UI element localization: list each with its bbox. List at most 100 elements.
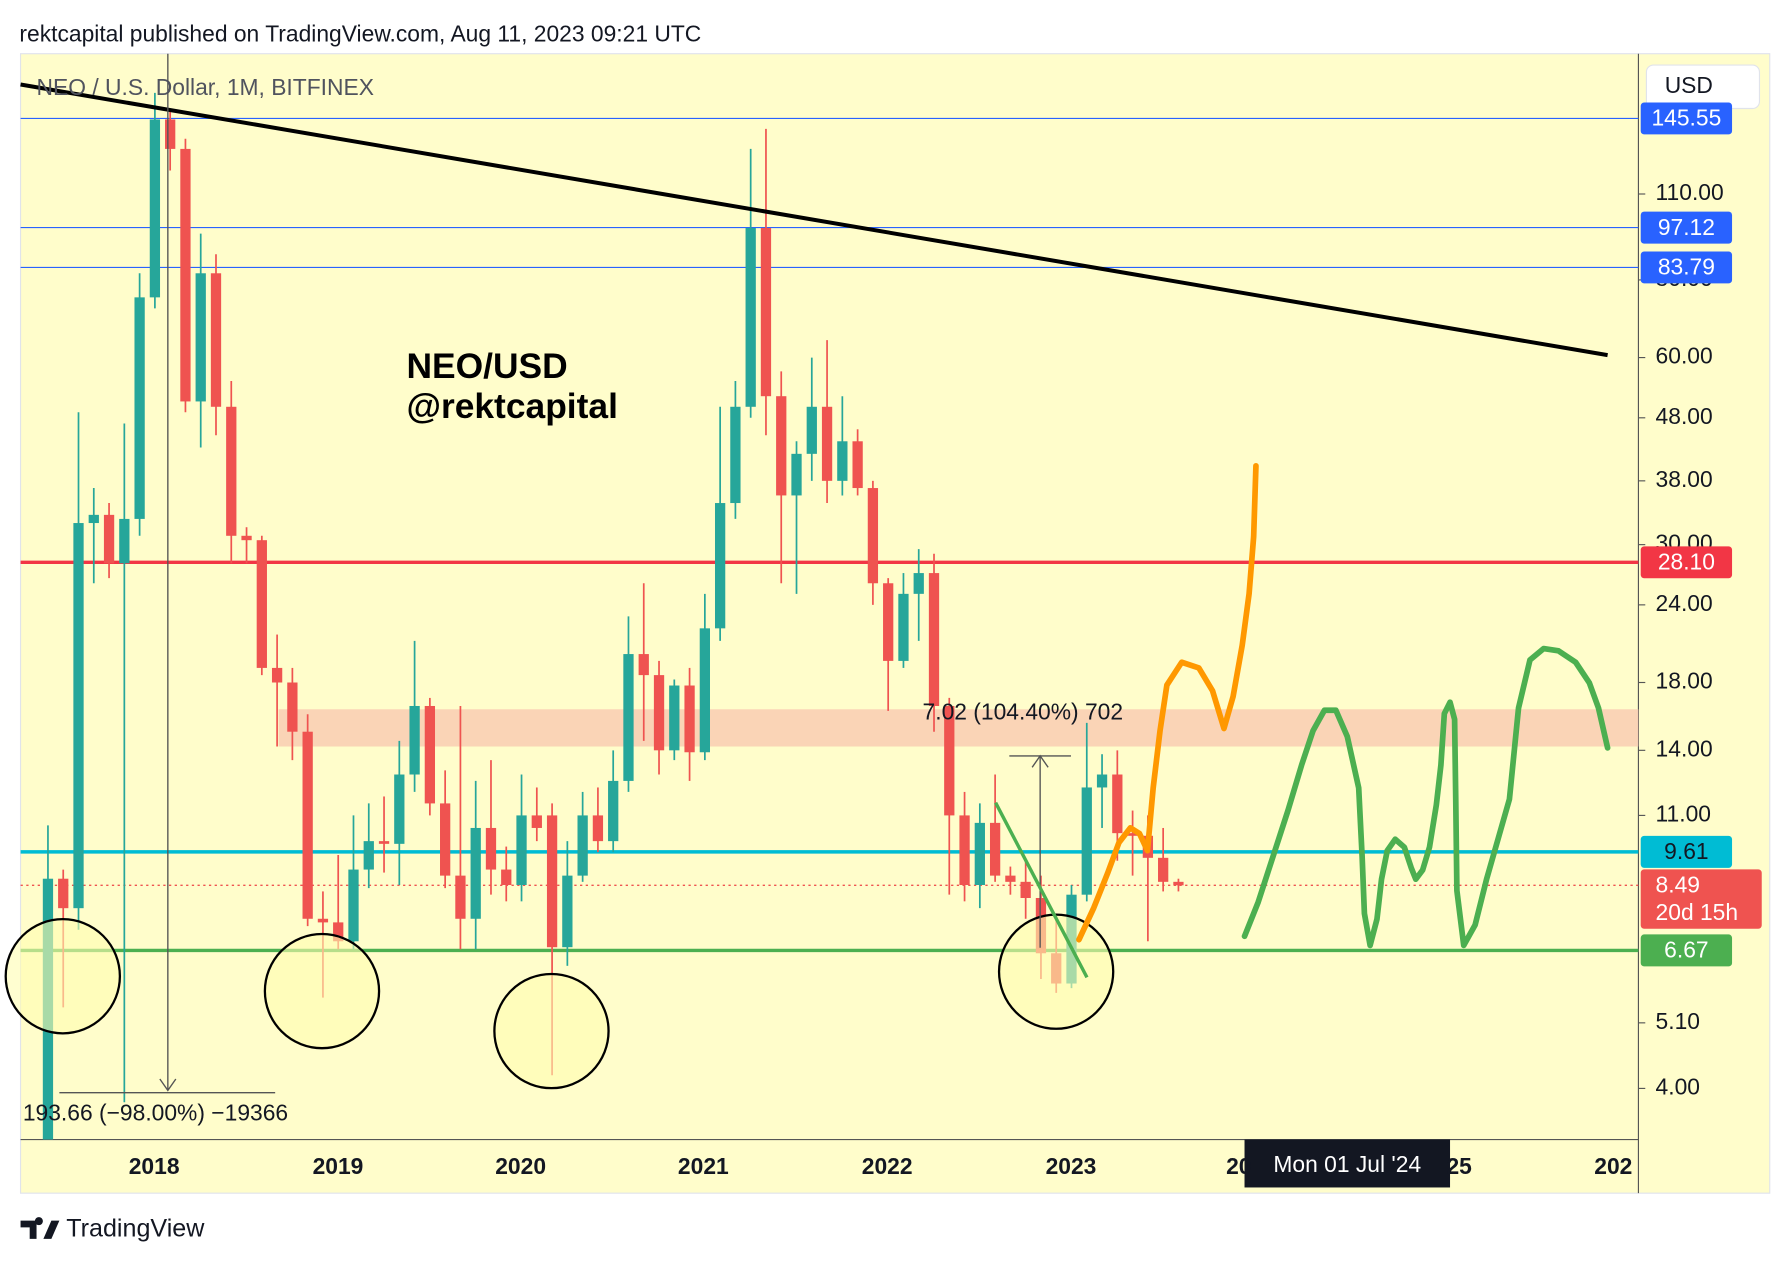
y-tick-label: 48.00 — [1656, 403, 1713, 429]
candle-body — [501, 869, 512, 885]
candle-body — [592, 815, 604, 842]
candle-body — [210, 273, 222, 407]
candle-body — [776, 396, 787, 496]
candle-body — [928, 573, 940, 706]
candle-body — [1081, 787, 1092, 895]
logo-text: TradingView — [66, 1214, 205, 1242]
header: rektcapital published on TradingView.com… — [19, 20, 701, 46]
candle-body — [1158, 857, 1169, 882]
candle-body — [149, 119, 161, 298]
candle-body — [134, 297, 145, 519]
candle-body — [363, 841, 374, 870]
y-tick-label: 110.00 — [1656, 179, 1724, 205]
candle-body — [806, 406, 817, 454]
price-label-text: 6.67 — [1664, 937, 1708, 963]
candle-body — [669, 685, 680, 751]
y-tick-label: 14.00 — [1656, 735, 1713, 761]
symbol-title: NEO / U.S. Dollar, 1M, BITFINEX — [37, 74, 374, 100]
candle-body — [653, 675, 665, 751]
x-tick-label: 2021 — [678, 1153, 729, 1179]
logo: TradingView — [20, 1214, 205, 1242]
candle-body — [944, 705, 955, 816]
candle-body — [394, 774, 405, 844]
candle-body — [699, 628, 710, 753]
candle-body — [608, 780, 619, 842]
measurement-label: 193.66 (−98.00%) −19366 — [23, 1099, 288, 1125]
x-tick-label: 2023 — [1046, 1153, 1097, 1179]
crosshair-box — [1244, 1139, 1451, 1188]
x-tick-label: 202 — [1594, 1153, 1632, 1179]
price-label-box — [1640, 211, 1733, 244]
price-label: 97.12 — [1640, 211, 1733, 244]
projection-orange — [1076, 463, 1259, 943]
candle-body — [1096, 774, 1108, 788]
price-label-text: 83.79 — [1658, 254, 1715, 280]
candle-body — [1127, 833, 1138, 836]
candle-body — [989, 822, 1001, 876]
candle-body — [424, 705, 436, 804]
candle-body — [302, 731, 313, 919]
candle-body — [516, 815, 527, 885]
price-label-text: 28.10 — [1658, 548, 1715, 574]
y-tick-label: 5.10 — [1656, 1008, 1700, 1034]
y-tick-label: 24.00 — [1656, 590, 1713, 616]
candle-body — [1112, 774, 1123, 834]
price-label-box — [1640, 835, 1733, 868]
circle-marker — [493, 972, 610, 1090]
resistance-zone — [278, 709, 1639, 747]
currency-button-label[interactable]: USD — [1665, 72, 1713, 98]
watermark-line: @rektcapital — [406, 387, 617, 426]
watermark-line: NEO/USD — [406, 347, 567, 386]
candle-body — [623, 654, 634, 781]
price-label: 9.61 — [1640, 835, 1733, 868]
circle-marker — [997, 913, 1115, 1030]
x-tick-label: 2019 — [313, 1153, 364, 1179]
y-tick-label: 38.00 — [1656, 466, 1713, 492]
candle-body — [883, 583, 894, 661]
candle-body — [852, 441, 863, 489]
price-axis: 110.0080.0060.0048.0038.0030.0024.0018.0… — [1638, 102, 1762, 1099]
candle-body — [455, 875, 466, 919]
candle-body — [837, 441, 848, 481]
candle-body — [73, 523, 84, 909]
candle-body — [913, 573, 924, 594]
logo-mark — [20, 1217, 60, 1239]
price-label-text: 9.61 — [1664, 838, 1708, 864]
candle-body — [760, 227, 772, 397]
candle-body — [180, 148, 191, 402]
candle-body — [638, 654, 649, 676]
candle-body — [440, 803, 451, 876]
candle-body — [88, 514, 99, 524]
trendline — [20, 82, 1608, 358]
current-price-box — [1640, 869, 1762, 929]
candle-body — [684, 685, 695, 753]
candle-body — [165, 119, 176, 149]
candle-body — [317, 918, 329, 923]
drawings — [4, 53, 1611, 1094]
price-label: 28.10 — [1640, 546, 1733, 579]
circle-marker — [263, 932, 381, 1050]
x-tick-label: 2018 — [129, 1153, 180, 1179]
countdown-text: 20d 15h — [1656, 899, 1739, 925]
y-tick-label: 18.00 — [1656, 668, 1713, 694]
candle-body — [791, 453, 802, 496]
candle-body — [333, 922, 344, 942]
candle-body — [256, 540, 267, 668]
candle-body — [1020, 881, 1031, 898]
candle-body — [1005, 875, 1016, 882]
y-tick-label: 11.00 — [1656, 800, 1711, 826]
x-tick-label: 25 — [1446, 1153, 1472, 1179]
price-label-text: 97.12 — [1658, 214, 1715, 240]
measure-arrowhead — [159, 1078, 177, 1092]
candle-body — [562, 875, 573, 948]
price-label-box — [1640, 251, 1733, 284]
circle-marker — [4, 918, 122, 1035]
candle-body — [531, 815, 542, 828]
price-label: 145.55 — [1640, 102, 1733, 135]
green-trendline — [994, 801, 1089, 979]
projection-green — [1241, 645, 1611, 949]
candle-body — [745, 227, 756, 407]
candle-body — [959, 815, 970, 885]
candle-body — [714, 503, 726, 629]
